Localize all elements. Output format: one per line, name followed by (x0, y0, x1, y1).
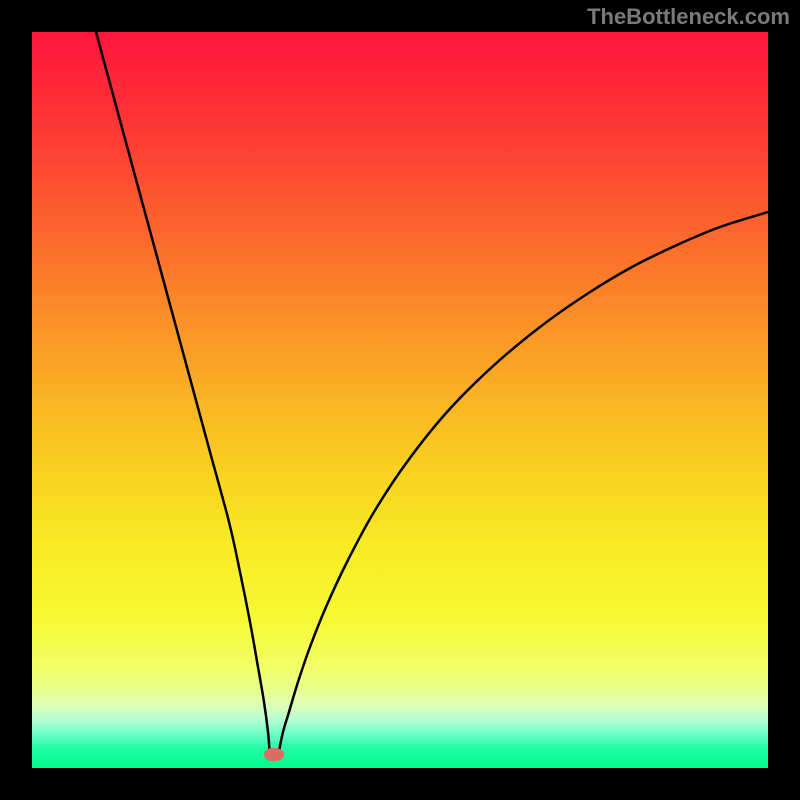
plot-area (32, 32, 768, 768)
bottleneck-curve (32, 32, 768, 768)
optimum-marker (264, 748, 284, 761)
watermark-text: TheBottleneck.com (587, 4, 790, 30)
chart-container: TheBottleneck.com (0, 0, 800, 800)
